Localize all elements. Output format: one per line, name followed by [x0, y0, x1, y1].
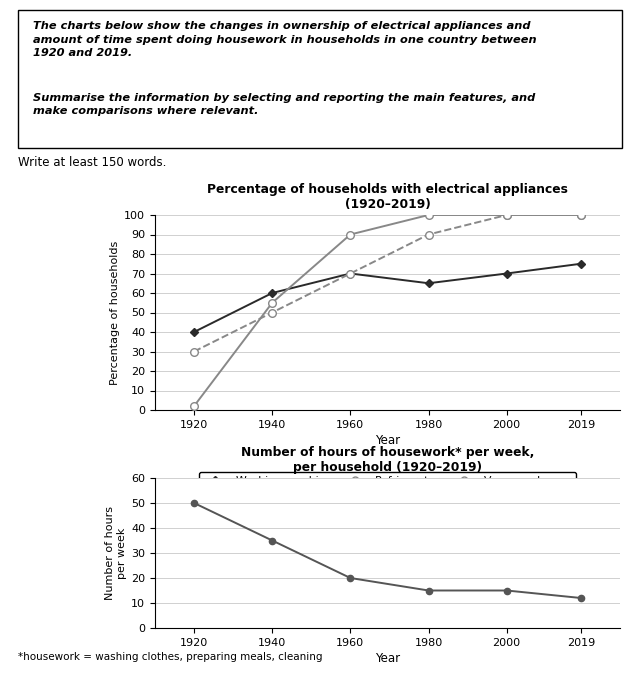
Text: The charts below show the changes in ownership of electrical appliances and
amou: The charts below show the changes in own… [33, 21, 537, 58]
Y-axis label: Number of hours
per week: Number of hours per week [106, 506, 127, 600]
X-axis label: Year: Year [375, 434, 400, 447]
Text: Write at least 150 words.: Write at least 150 words. [18, 156, 166, 169]
Text: *housework = washing clothes, preparing meals, cleaning: *housework = washing clothes, preparing … [18, 652, 323, 662]
Y-axis label: Percentage of households: Percentage of households [110, 240, 120, 385]
Title: Percentage of households with electrical appliances
(1920–2019): Percentage of households with electrical… [207, 183, 568, 211]
FancyBboxPatch shape [18, 10, 622, 148]
Title: Number of hours of housework* per week,
per household (1920–2019): Number of hours of housework* per week, … [241, 446, 534, 474]
Text: Summarise the information by selecting and reporting the main features, and
make: Summarise the information by selecting a… [33, 92, 535, 116]
Legend: Washing machine, Refrigerator, Vacuum cleaner: Washing machine, Refrigerator, Vacuum cl… [199, 472, 576, 490]
X-axis label: Year: Year [375, 652, 400, 665]
